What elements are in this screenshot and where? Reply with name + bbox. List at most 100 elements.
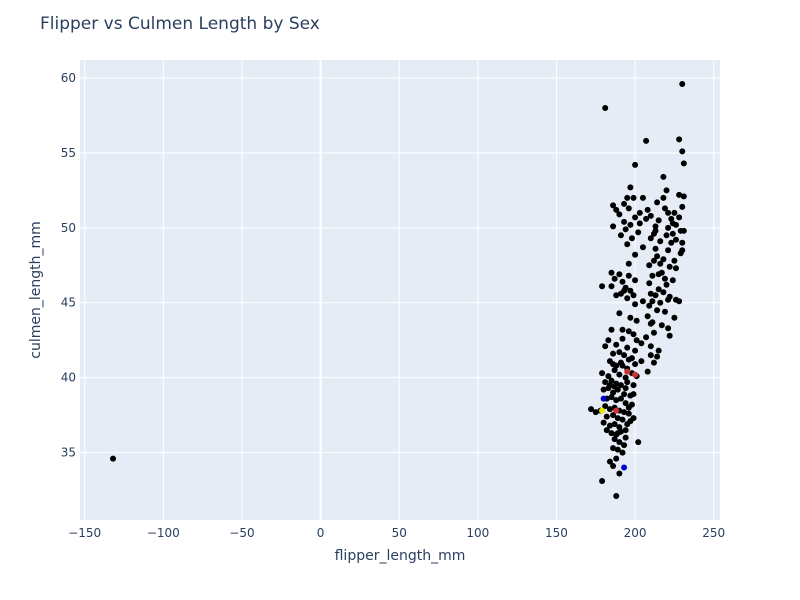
data-point (630, 391, 637, 398)
data-point (622, 226, 629, 233)
data-point (632, 214, 639, 221)
data-point (599, 478, 606, 485)
x-tick-label: 50 (392, 526, 407, 540)
data-point (679, 247, 686, 254)
data-point (663, 187, 670, 194)
data-point (649, 272, 656, 279)
data-point (635, 229, 642, 236)
data-point (654, 199, 661, 206)
data-point (633, 337, 640, 344)
data-point (630, 292, 637, 299)
data-point (658, 269, 665, 276)
data-point (647, 290, 654, 297)
data-point (668, 239, 675, 246)
data-point (657, 299, 664, 306)
data-point (661, 275, 668, 282)
data-point (616, 439, 623, 446)
data-point (619, 326, 626, 333)
data-point (680, 193, 687, 200)
data-point (619, 416, 626, 423)
y-axis-ticks: 35 40 45 50 55 60 (61, 71, 76, 460)
data-point (610, 361, 617, 368)
data-point (680, 227, 687, 234)
data-point (611, 383, 618, 390)
data-point (610, 412, 617, 419)
data-point (655, 347, 662, 354)
y-tick-label: 45 (61, 296, 76, 310)
data-point (632, 251, 639, 258)
data-point (672, 236, 679, 243)
data-point (649, 298, 656, 305)
data-point (638, 358, 645, 365)
data-point (608, 430, 615, 437)
data-point (608, 326, 615, 333)
data-point (610, 202, 617, 209)
y-tick-label: 55 (61, 146, 76, 160)
data-point (617, 232, 624, 239)
data-point (600, 419, 607, 426)
data-point (616, 470, 623, 477)
grid-lines (80, 60, 720, 520)
x-axis-ticks: −150 −100 −50 0 50 100 150 200 250 (68, 526, 725, 540)
data-point (650, 359, 657, 366)
data-point (661, 308, 668, 315)
x-tick-label: 150 (545, 526, 568, 540)
data-point (606, 458, 613, 465)
data-point (643, 334, 650, 341)
data-point (658, 322, 665, 329)
x-tick-label: −100 (147, 526, 180, 540)
data-point (622, 385, 629, 392)
x-tick-label: 0 (317, 526, 325, 540)
data-point (632, 161, 639, 168)
data-point (621, 352, 628, 359)
data-point (636, 220, 643, 227)
data-point (625, 410, 632, 417)
data-point (614, 415, 621, 422)
x-tick-label: 100 (466, 526, 489, 540)
data-point (603, 427, 610, 434)
data-point (617, 290, 624, 297)
data-point (679, 239, 686, 246)
data-point (644, 368, 651, 375)
data-point (613, 292, 620, 299)
data-point (110, 455, 117, 462)
data-point (676, 136, 683, 143)
data-point (619, 362, 626, 369)
x-axis-title: flipper_length_mm (335, 548, 466, 564)
data-point (613, 397, 620, 404)
data-point (652, 223, 659, 230)
data-point (599, 283, 606, 290)
data-point (657, 260, 664, 267)
data-point (616, 310, 623, 317)
data-point (617, 395, 624, 402)
data-point (669, 230, 676, 237)
data-point (613, 341, 620, 348)
data-point (632, 371, 639, 378)
data-point (665, 209, 672, 216)
data-point (646, 280, 653, 287)
data-point (657, 238, 664, 245)
data-point (599, 370, 606, 377)
data-point (665, 247, 672, 254)
data-point (665, 325, 672, 332)
data-point (616, 211, 623, 218)
data-point (666, 332, 673, 339)
data-point (679, 80, 686, 87)
data-point (661, 205, 668, 212)
data-point (647, 352, 654, 359)
data-point (605, 337, 612, 344)
data-point (611, 421, 618, 428)
data-point (611, 275, 618, 282)
data-point (606, 382, 613, 389)
data-point (605, 373, 612, 380)
data-point (608, 269, 615, 276)
data-point (621, 218, 628, 225)
data-point (611, 367, 618, 374)
data-point (616, 371, 623, 378)
data-point (679, 203, 686, 210)
data-point (635, 439, 642, 446)
data-point (621, 200, 628, 207)
data-point (602, 104, 609, 111)
y-axis-title: culmen_length_mm (28, 221, 44, 358)
